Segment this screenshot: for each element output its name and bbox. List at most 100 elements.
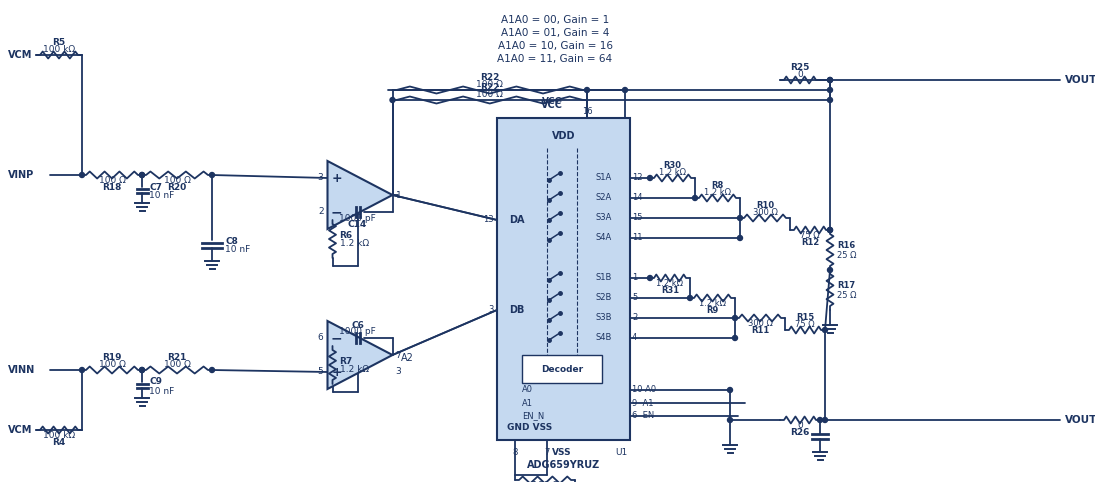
- Text: R30: R30: [664, 161, 681, 170]
- Circle shape: [738, 236, 742, 241]
- Text: 1.2 kΩ: 1.2 kΩ: [339, 240, 369, 249]
- Text: 5: 5: [318, 367, 323, 376]
- Text: R25: R25: [791, 63, 809, 72]
- Circle shape: [828, 228, 832, 232]
- Text: R4: R4: [53, 438, 66, 447]
- Circle shape: [80, 367, 84, 373]
- Text: EN_N: EN_N: [522, 412, 544, 420]
- Circle shape: [80, 173, 84, 177]
- Text: 4: 4: [632, 334, 637, 343]
- Circle shape: [733, 316, 738, 321]
- Text: A1A0 = 10, Gain = 16: A1A0 = 10, Gain = 16: [497, 41, 612, 51]
- Polygon shape: [327, 161, 392, 229]
- Text: VCC: VCC: [541, 100, 563, 110]
- Text: A1A0 = 11, Gain = 64: A1A0 = 11, Gain = 64: [497, 54, 612, 64]
- Text: 100 Ω: 100 Ω: [531, 481, 558, 482]
- Text: 2: 2: [318, 207, 323, 216]
- Text: −: −: [331, 205, 343, 219]
- Text: S2B: S2B: [595, 294, 611, 303]
- Text: VSS: VSS: [552, 448, 572, 457]
- Text: VCM: VCM: [8, 425, 33, 435]
- Text: 100 Ω: 100 Ω: [163, 360, 191, 369]
- Text: 1.2 kΩ: 1.2 kΩ: [339, 365, 369, 375]
- Text: 10 nF: 10 nF: [149, 191, 174, 201]
- Text: C14: C14: [348, 220, 367, 229]
- Text: A0: A0: [522, 386, 533, 394]
- Text: U1: U1: [615, 448, 629, 457]
- Circle shape: [828, 268, 832, 272]
- Text: 100 Ω: 100 Ω: [99, 176, 126, 185]
- Text: 14: 14: [632, 193, 643, 202]
- Text: 0: 0: [797, 421, 803, 430]
- Text: R10: R10: [756, 201, 774, 210]
- Text: 3: 3: [488, 306, 494, 314]
- Text: R5: R5: [53, 38, 66, 47]
- Text: S3A: S3A: [595, 214, 611, 223]
- Text: −: −: [331, 331, 343, 345]
- Bar: [497, 118, 630, 440]
- Text: 1000 pF: 1000 pF: [339, 327, 376, 336]
- Circle shape: [622, 88, 627, 93]
- Text: +: +: [331, 172, 342, 185]
- Text: 25 Ω: 25 Ω: [837, 291, 856, 299]
- Text: R11: R11: [751, 326, 769, 335]
- Text: VOUT−: VOUT−: [1065, 415, 1095, 425]
- Text: 2: 2: [632, 313, 637, 322]
- Text: R22: R22: [480, 83, 499, 92]
- Text: VINN: VINN: [8, 365, 35, 375]
- Text: R21: R21: [168, 353, 186, 362]
- Text: 75 Ω: 75 Ω: [795, 320, 815, 329]
- Text: R18: R18: [102, 183, 122, 192]
- Circle shape: [828, 97, 832, 103]
- Text: VOUT+: VOUT+: [1065, 75, 1095, 85]
- Text: 100 kΩ: 100 kΩ: [43, 431, 76, 440]
- Text: 10 A0: 10 A0: [632, 386, 656, 394]
- Polygon shape: [327, 321, 392, 389]
- Text: R19: R19: [102, 353, 122, 362]
- Text: S1B: S1B: [595, 273, 611, 282]
- Circle shape: [828, 78, 832, 82]
- Text: 6: 6: [318, 334, 323, 343]
- Circle shape: [585, 88, 589, 93]
- Circle shape: [733, 335, 738, 340]
- Text: 9  A1: 9 A1: [632, 399, 654, 407]
- Text: 100 kΩ: 100 kΩ: [43, 45, 76, 54]
- Circle shape: [647, 276, 653, 281]
- Text: R6: R6: [339, 230, 353, 240]
- Text: VDD: VDD: [552, 131, 575, 141]
- Circle shape: [818, 417, 822, 423]
- Text: R31: R31: [661, 286, 679, 295]
- Text: 7: 7: [544, 448, 550, 457]
- Text: 11: 11: [632, 233, 643, 242]
- Text: 100 Ω: 100 Ω: [476, 80, 504, 89]
- Text: S4B: S4B: [595, 334, 611, 343]
- Text: 16: 16: [581, 107, 592, 116]
- Circle shape: [139, 173, 145, 177]
- Text: 7: 7: [395, 350, 401, 360]
- Bar: [522, 355, 602, 383]
- Text: VINP: VINP: [8, 170, 34, 180]
- Text: 13: 13: [483, 215, 494, 225]
- Text: R7: R7: [339, 357, 353, 365]
- Text: 10 nF: 10 nF: [149, 387, 174, 396]
- Text: VCC: VCC: [542, 97, 562, 106]
- Circle shape: [727, 388, 733, 392]
- Text: VCM: VCM: [8, 50, 33, 60]
- Text: A2: A2: [401, 353, 414, 363]
- Text: R22: R22: [480, 73, 499, 82]
- Text: R17: R17: [837, 281, 855, 291]
- Text: 25 Ω: 25 Ω: [837, 251, 856, 259]
- Text: A1: A1: [522, 399, 533, 407]
- Circle shape: [139, 173, 145, 177]
- Text: 15: 15: [632, 214, 643, 223]
- Text: 1.2 kΩ: 1.2 kΩ: [657, 279, 683, 288]
- Text: C6: C6: [351, 321, 364, 330]
- Circle shape: [139, 367, 145, 373]
- Text: 12: 12: [632, 174, 643, 183]
- Text: 10 nF: 10 nF: [224, 245, 251, 254]
- Text: R12: R12: [800, 238, 819, 247]
- Text: 1: 1: [395, 190, 401, 200]
- Text: R20: R20: [168, 183, 186, 192]
- Text: 6  EN: 6 EN: [632, 412, 654, 420]
- Text: 1.2 kΩ: 1.2 kΩ: [659, 168, 685, 177]
